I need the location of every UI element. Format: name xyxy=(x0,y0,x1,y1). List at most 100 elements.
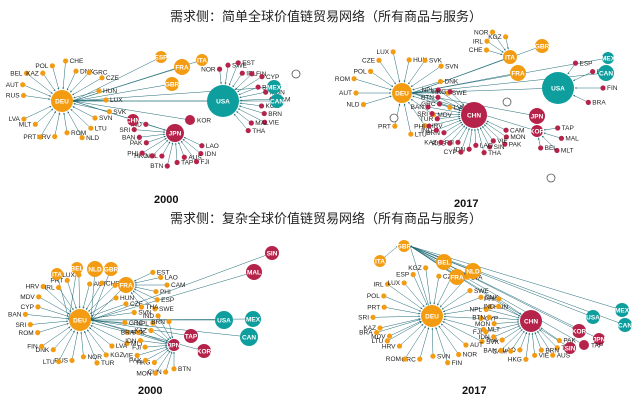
country-node xyxy=(435,87,441,93)
country-node xyxy=(423,265,429,271)
country-node xyxy=(181,154,187,160)
leaf-edge xyxy=(384,306,421,315)
country-label: LVA xyxy=(116,343,128,350)
country-label: HUN xyxy=(120,295,134,302)
leaf-edge xyxy=(134,277,161,284)
country-label: CYP xyxy=(485,316,498,323)
country-node xyxy=(377,325,383,331)
hub-node xyxy=(520,310,542,332)
country-node xyxy=(143,140,149,146)
country-node xyxy=(255,84,261,90)
country-label: AUT xyxy=(6,82,19,89)
country-label: ESP xyxy=(396,272,409,279)
hub-node xyxy=(127,114,139,126)
hub-label: MEX xyxy=(246,316,261,323)
country-label: IRL xyxy=(44,285,55,292)
country-label: NLD xyxy=(346,102,359,109)
country-label: ESP xyxy=(161,297,174,304)
hub-node xyxy=(579,340,589,350)
country-node xyxy=(158,274,164,280)
leaf-edge xyxy=(35,108,54,125)
leaf-edge xyxy=(66,71,77,91)
country-label: ROM xyxy=(386,356,401,363)
leaf-edge xyxy=(379,318,421,329)
leaf-edge xyxy=(88,285,116,312)
country-label: PAK xyxy=(129,358,142,365)
hub-label: KOR xyxy=(197,117,211,124)
country-node xyxy=(402,356,408,362)
hub-node xyxy=(155,51,167,63)
country-node xyxy=(401,280,407,286)
country-label: MAL xyxy=(255,120,269,127)
hub-label: KOR xyxy=(572,328,587,335)
country-label: LUX xyxy=(376,49,389,56)
leaf-edge xyxy=(403,282,425,308)
leaf-edge xyxy=(399,323,424,347)
hub-label: SIN xyxy=(267,250,278,257)
hub-node xyxy=(174,59,190,75)
year-label-simple-2000: 2000 xyxy=(154,194,179,206)
country-node xyxy=(386,333,393,339)
hollow-node xyxy=(389,113,399,123)
leaf-edge xyxy=(25,314,69,320)
country-label: IND xyxy=(131,122,143,129)
country-node xyxy=(554,345,560,351)
country-label: TUR xyxy=(420,116,434,123)
leaf-edge xyxy=(419,327,430,360)
leaf-edge xyxy=(63,112,68,133)
country-node xyxy=(112,282,118,288)
country-node xyxy=(381,304,387,310)
country-node xyxy=(22,311,29,317)
country-label: PAK xyxy=(563,338,576,345)
leaf-edge xyxy=(437,97,462,110)
leaf-edge xyxy=(161,141,171,157)
country-label: IRL xyxy=(473,38,484,45)
leaf-edge xyxy=(72,77,103,96)
country-node xyxy=(258,103,265,109)
hub-label: CHN xyxy=(467,112,481,119)
country-node xyxy=(245,127,251,134)
country-node xyxy=(422,123,428,129)
country-label: BAN xyxy=(483,348,497,355)
hub-label: JPN xyxy=(531,113,544,120)
hub-node xyxy=(87,261,103,277)
leaf-edge xyxy=(239,102,262,107)
leaf-edge xyxy=(408,101,426,126)
country-label: SRI xyxy=(417,111,428,118)
hub-node xyxy=(598,65,614,81)
country-node xyxy=(131,309,137,316)
country-node xyxy=(503,134,509,140)
leaf-edge xyxy=(239,91,266,99)
country-label: POL xyxy=(354,69,367,76)
leaf-edge xyxy=(89,297,117,314)
country-label: KAZ xyxy=(424,140,437,147)
leaf-edge xyxy=(137,346,168,356)
hub-node xyxy=(510,65,526,81)
hub-node xyxy=(465,263,481,279)
hub-node xyxy=(118,277,134,293)
leaf-edge xyxy=(174,142,178,163)
hub-label: SIN xyxy=(565,345,576,352)
country-node xyxy=(441,130,447,136)
country-node xyxy=(381,293,387,299)
country-node xyxy=(164,163,170,169)
country-node xyxy=(138,304,145,310)
hub-node xyxy=(245,311,261,327)
leaf-edge xyxy=(485,323,520,333)
leaf-edge xyxy=(146,135,166,143)
country-node xyxy=(429,110,435,117)
country-label: SVN xyxy=(445,63,459,70)
country-node xyxy=(99,75,105,81)
country-label: MDV xyxy=(20,294,35,301)
country-label: POL xyxy=(35,63,48,70)
country-label: GRC xyxy=(421,101,436,108)
leaf-edge xyxy=(157,315,171,340)
country-node xyxy=(555,125,561,131)
leaf-edge xyxy=(165,351,173,373)
hub-label: CAN xyxy=(242,334,256,341)
country-node xyxy=(164,282,170,288)
leaf-edge xyxy=(525,332,531,360)
leaf-edge xyxy=(130,292,142,308)
country-node xyxy=(367,68,374,74)
leaf-edge xyxy=(449,125,466,144)
